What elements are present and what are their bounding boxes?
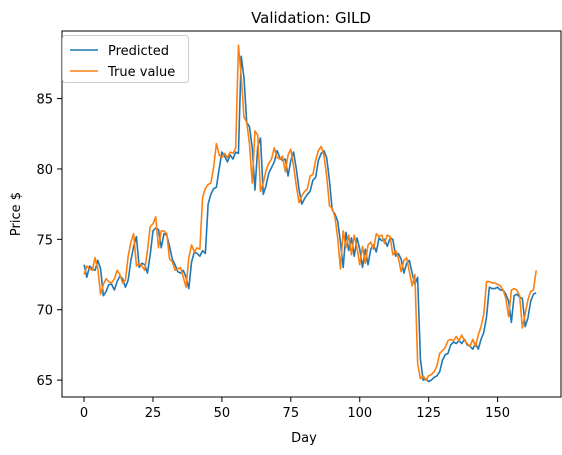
x-tick-label: 25 xyxy=(145,406,162,421)
x-tick-label: 50 xyxy=(214,406,231,421)
x-axis-ticks: 0 25 50 75 100 125 150 xyxy=(80,397,510,421)
x-tick-label: 100 xyxy=(347,406,372,421)
y-tick-label: 85 xyxy=(36,93,53,108)
x-tick-label: 75 xyxy=(283,406,300,421)
y-tick-label: 70 xyxy=(36,304,53,319)
chart-title: Validation: GILD xyxy=(251,9,371,27)
series-line-true-value xyxy=(83,44,537,381)
y-axis-label: Price $ xyxy=(9,192,24,236)
y-tick-label: 80 xyxy=(36,163,53,178)
plot-frame xyxy=(61,30,562,398)
legend: Predicted True value xyxy=(62,35,189,83)
y-axis-ticks: 65 70 75 80 85 xyxy=(36,93,62,389)
x-axis-label: Day xyxy=(291,431,317,446)
legend-label-predicted: Predicted xyxy=(108,44,169,59)
x-tick-label: 150 xyxy=(485,406,510,421)
series-line-predicted xyxy=(83,55,537,383)
x-tick-label: 0 xyxy=(80,406,88,421)
legend-label-true-value: True value xyxy=(107,65,175,80)
y-tick-label: 75 xyxy=(36,233,53,248)
x-tick-label: 125 xyxy=(416,406,441,421)
plot-lines xyxy=(83,44,537,383)
y-tick-label: 65 xyxy=(36,374,53,389)
